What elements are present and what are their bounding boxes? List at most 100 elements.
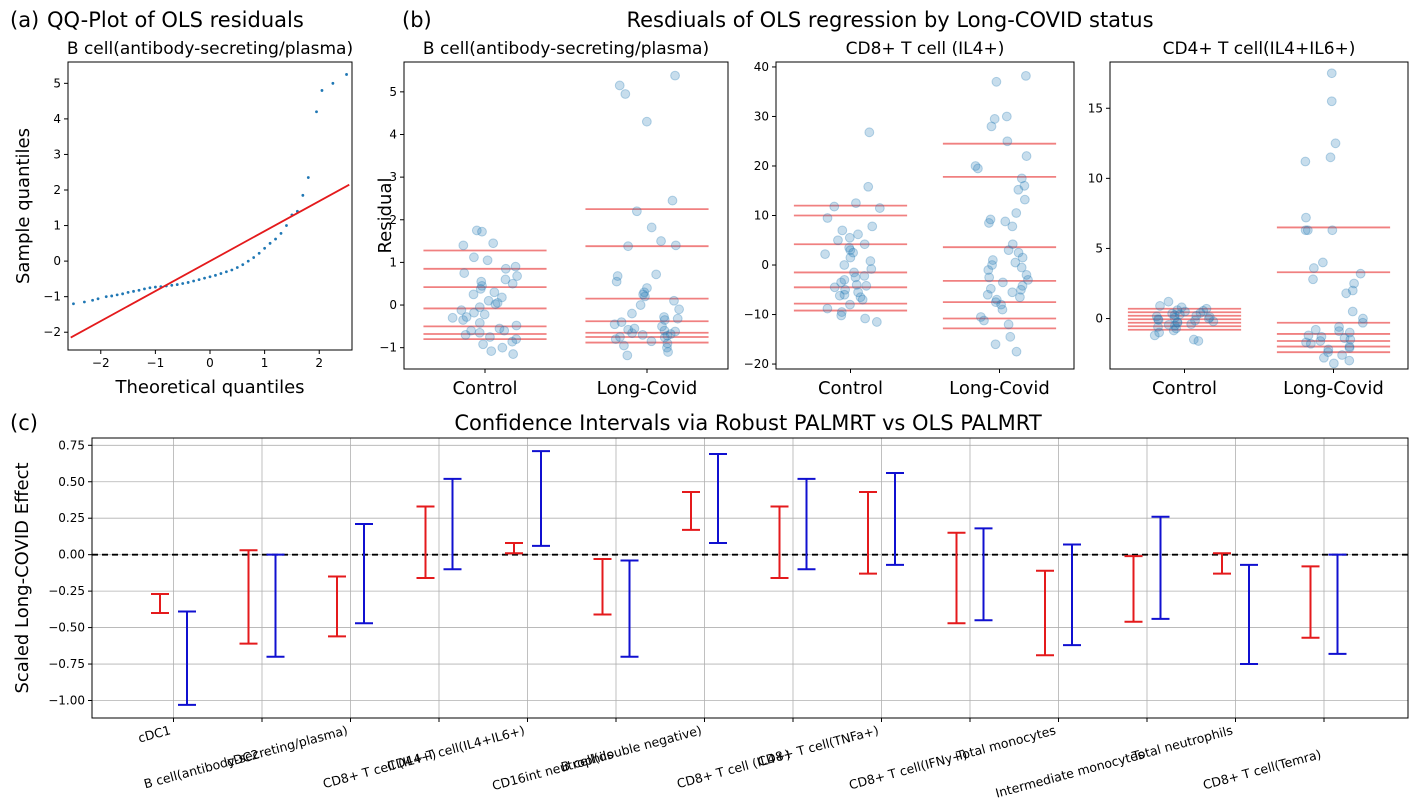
- residual-point: [627, 308, 637, 319]
- qq-point: [153, 285, 157, 289]
- residual-point: [986, 121, 997, 132]
- residual-point: [1301, 337, 1311, 348]
- residual-point: [508, 349, 519, 359]
- residual-point: [497, 342, 508, 353]
- residual-point: [474, 302, 485, 313]
- residual-point: [614, 80, 625, 91]
- residual-point: [871, 317, 882, 327]
- residual-point: [1344, 355, 1355, 366]
- residual-point: [507, 336, 518, 347]
- residual-point: [1172, 305, 1183, 316]
- residual-point: [496, 292, 507, 303]
- residual-point: [659, 332, 670, 343]
- residual-point: [461, 312, 472, 322]
- residual-point: [1204, 312, 1215, 323]
- y-tick-label: −10: [744, 308, 769, 322]
- residual-point: [1317, 257, 1328, 268]
- residual-point: [991, 294, 1002, 305]
- residual-point: [1201, 303, 1212, 314]
- qq-point: [104, 295, 108, 299]
- residual-point: [468, 289, 479, 300]
- residual-plot-cd8-il4: CD8+ T cell (IL4+) Control Long-Covid −20 −1…: [744, 39, 1075, 399]
- ci-x-tick-label: Total neutrophils: [1130, 722, 1235, 764]
- residual-point: [1153, 322, 1163, 332]
- residual-point: [984, 272, 995, 283]
- residual-point: [1339, 333, 1350, 344]
- ci-x-tick-label: CD8+ T cell(TNFa+): [756, 722, 880, 769]
- residual-point: [476, 276, 487, 287]
- residual-point: [656, 236, 666, 246]
- residual-point: [1168, 325, 1179, 336]
- residual-point: [620, 89, 631, 99]
- residual-point: [1310, 324, 1321, 335]
- residual-point: [1203, 313, 1214, 324]
- residual-point: [663, 347, 673, 357]
- residual-point: [646, 336, 657, 347]
- residual-point: [475, 283, 486, 294]
- residual-point: [859, 271, 870, 281]
- residual-point: [659, 315, 670, 325]
- y-tick-label: 20: [754, 159, 769, 173]
- residual-point: [1153, 314, 1163, 325]
- residual-point: [1326, 68, 1337, 79]
- residual-point: [458, 315, 468, 325]
- qq-y-tick-label: 1: [53, 219, 61, 233]
- y-tick-label: 30: [754, 109, 769, 123]
- residual-point: [844, 232, 855, 243]
- qq-point: [246, 259, 250, 263]
- residual-point: [512, 271, 522, 281]
- residual-point: [1318, 352, 1329, 363]
- ci-y-axis-label: Scaled Long-COVID Effect: [12, 462, 33, 693]
- residual-point: [485, 332, 495, 342]
- qq-point: [203, 276, 206, 280]
- residual-point: [874, 203, 885, 213]
- residual-point: [669, 295, 679, 306]
- qq-point: [181, 282, 185, 285]
- ci-y-tick-label: −0.50: [48, 621, 85, 635]
- residual-point: [1167, 308, 1178, 319]
- y-tick-label: 0: [389, 298, 397, 312]
- residual-point: [1172, 317, 1183, 327]
- confidence-interval-plot: Confidence Intervals via Robust PALMRT v…: [12, 411, 1409, 801]
- ci-y-tick-label: −0.75: [48, 657, 85, 671]
- residual-point: [511, 320, 522, 331]
- ci-x-tick-label: Total monocytes: [954, 722, 1057, 763]
- residual-point: [1341, 288, 1352, 299]
- residual-point: [459, 268, 470, 278]
- residual-point: [510, 261, 521, 272]
- axes-frame: [1109, 61, 1409, 370]
- residual-point: [1334, 322, 1344, 332]
- qq-point: [279, 231, 283, 235]
- y-tick-label: −1: [379, 341, 397, 355]
- residual-point: [1016, 262, 1027, 273]
- qq-point: [274, 237, 277, 241]
- residual-point: [1300, 225, 1311, 236]
- qq-point: [197, 278, 201, 281]
- residual-point: [996, 299, 1006, 310]
- qq-point: [143, 287, 146, 291]
- residual-point: [483, 295, 494, 306]
- qq-reference-line: [70, 183, 350, 339]
- residual-point: [478, 339, 488, 350]
- residual-point: [1151, 311, 1162, 322]
- x-tick-label: Long-Covid: [949, 378, 1050, 399]
- qq-point: [224, 270, 228, 274]
- residual-point: [1001, 111, 1012, 122]
- qq-point: [315, 110, 318, 114]
- y-tick-label: 10: [1088, 171, 1103, 185]
- residual-point: [469, 307, 479, 318]
- ci-y-tick-label: −1.00: [48, 694, 85, 708]
- qq-point: [252, 256, 256, 259]
- residual-point: [488, 238, 499, 249]
- residual-point: [1349, 278, 1359, 289]
- residual-point: [1300, 156, 1311, 167]
- residual-point: [1011, 346, 1022, 357]
- residual-point: [839, 289, 850, 300]
- residual-point: [851, 279, 862, 290]
- qq-point: [230, 268, 234, 272]
- qq-point: [320, 89, 324, 92]
- residual-point: [466, 325, 477, 336]
- residual-point: [670, 326, 681, 337]
- y-tick-label: 10: [754, 209, 769, 223]
- residual-point: [1344, 341, 1355, 352]
